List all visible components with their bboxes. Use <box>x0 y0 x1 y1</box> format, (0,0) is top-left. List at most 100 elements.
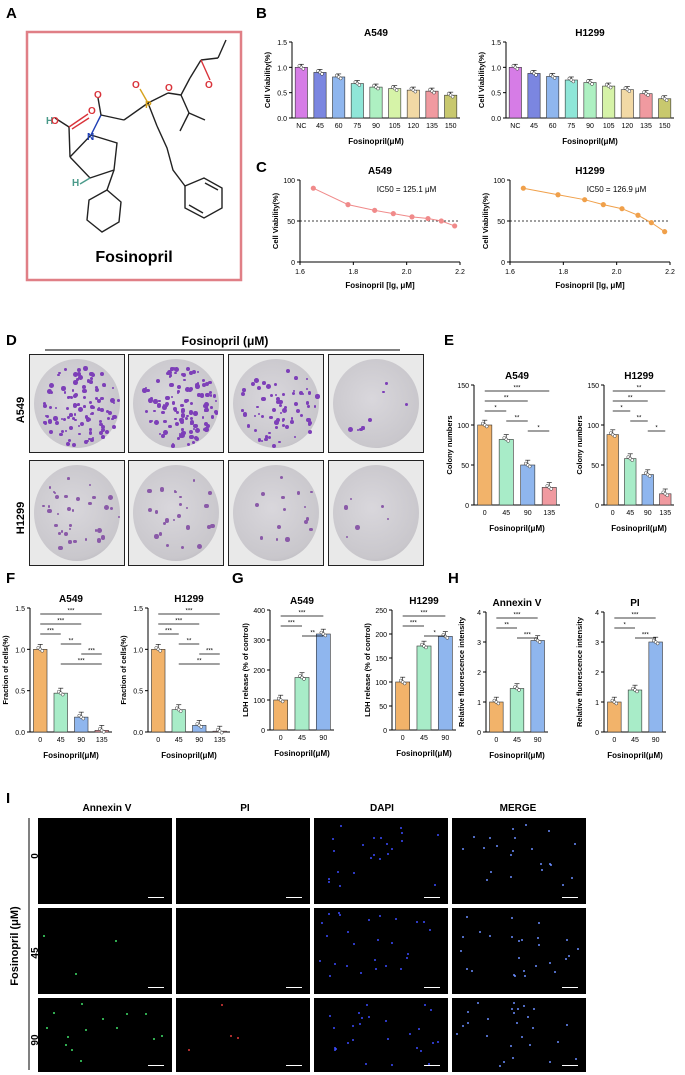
colony <box>168 375 172 378</box>
y-tick-label: 150 <box>457 383 469 390</box>
colony <box>285 537 290 542</box>
colony <box>278 440 281 444</box>
colony <box>104 430 110 435</box>
data-point <box>552 76 557 80</box>
colony <box>148 400 152 403</box>
colony <box>142 388 147 393</box>
colony <box>382 390 385 394</box>
fluorescent-cell <box>384 1019 387 1022</box>
chart-title: A549 <box>59 594 83 605</box>
data-point <box>665 493 669 498</box>
micrograph-annexin-90 <box>38 998 172 1072</box>
colony <box>69 524 72 527</box>
fluorescent-cell <box>319 960 322 963</box>
colony <box>193 423 198 429</box>
colony <box>84 538 88 541</box>
fluorescent-cell <box>416 920 419 923</box>
fluorescent-cell <box>334 1048 337 1051</box>
significance-label: * <box>620 406 623 412</box>
y-tick-label: 50 <box>591 463 599 470</box>
fluorescent-cell <box>549 1061 552 1064</box>
data-point <box>648 474 652 478</box>
y-tick-label: 300 <box>253 638 265 645</box>
fluorescent-cell <box>513 975 516 978</box>
y-tick-label: 1.0 <box>277 65 287 72</box>
colony <box>69 527 72 531</box>
dish-image <box>133 359 219 448</box>
colony <box>260 491 266 496</box>
fluorescent-cell <box>52 1012 55 1015</box>
fluorescent-cell <box>462 935 465 938</box>
micrograph-annexin-45 <box>38 908 172 994</box>
significance-label: ** <box>69 639 74 645</box>
colony <box>147 507 153 512</box>
fluorescent-cell <box>466 1011 469 1014</box>
chart-title: PI <box>630 598 640 609</box>
y-tick-label: 3 <box>477 640 481 647</box>
colony <box>202 378 206 383</box>
colony <box>89 400 93 404</box>
bar <box>477 424 493 506</box>
colony <box>161 410 165 415</box>
significance-label: *** <box>288 621 296 627</box>
chart-title: A549 <box>505 371 529 382</box>
significance-label: ** <box>504 623 509 629</box>
fluorescent-cell <box>321 921 324 924</box>
y-tick-label: 4 <box>595 610 599 617</box>
charts-layer: A549 0.0 0.5 1.0 1.5 Cell Viability(%) Fosinop… <box>1 28 675 760</box>
colony <box>279 412 282 415</box>
colony <box>53 492 56 495</box>
compound-name: Fosinopril <box>95 249 172 266</box>
data-point <box>345 202 351 208</box>
x-tick-label: 45 <box>316 123 324 130</box>
colony <box>97 538 102 543</box>
colony <box>89 371 94 377</box>
y-tick-label: 4 <box>477 610 481 617</box>
x-tick-label: 90 <box>644 510 652 517</box>
colony <box>117 515 120 518</box>
colony <box>278 404 283 408</box>
fluorescent-cell <box>401 839 404 842</box>
fluorescent-cell <box>415 1047 418 1050</box>
colony <box>76 377 80 381</box>
chart-b2: H1299 0.0 0.5 1.0 1.5 Cell Viability(%) Fosino… <box>477 28 674 146</box>
colony <box>267 435 272 440</box>
colony <box>62 417 66 421</box>
data-point <box>302 677 306 681</box>
colony <box>260 415 264 418</box>
data-point <box>280 699 285 704</box>
colony <box>49 429 54 434</box>
bar <box>607 701 622 733</box>
bar <box>508 67 522 119</box>
colony <box>213 409 219 415</box>
colony <box>199 393 205 398</box>
data-point <box>372 207 378 213</box>
x-tick-label: 45 <box>502 510 510 517</box>
colony <box>97 528 102 533</box>
colony <box>104 504 110 510</box>
colony <box>259 536 263 540</box>
fluorescent-cell <box>565 958 568 961</box>
fluorescent-cell <box>359 1023 362 1026</box>
colony <box>162 404 168 410</box>
x-axis-label: Fosinopril(μM) <box>607 751 663 760</box>
data-point <box>301 67 306 71</box>
significance-label: ** <box>310 631 315 637</box>
fluorescent-cell <box>390 1063 393 1066</box>
colony <box>71 443 76 447</box>
colony <box>92 495 96 499</box>
colony <box>241 409 244 412</box>
fluorescent-cell <box>333 962 336 965</box>
micrograph-dapi-0 <box>314 818 448 904</box>
colony <box>294 402 299 407</box>
colony <box>178 502 183 506</box>
colony <box>166 397 169 400</box>
dish-image <box>34 465 120 561</box>
colony <box>180 546 184 550</box>
colony <box>269 393 273 397</box>
colony <box>86 378 91 383</box>
colony <box>276 524 282 530</box>
y-tick-label: 0.5 <box>133 689 143 696</box>
fluorescent-cell <box>405 956 408 959</box>
fluorescent-cell <box>482 847 485 850</box>
